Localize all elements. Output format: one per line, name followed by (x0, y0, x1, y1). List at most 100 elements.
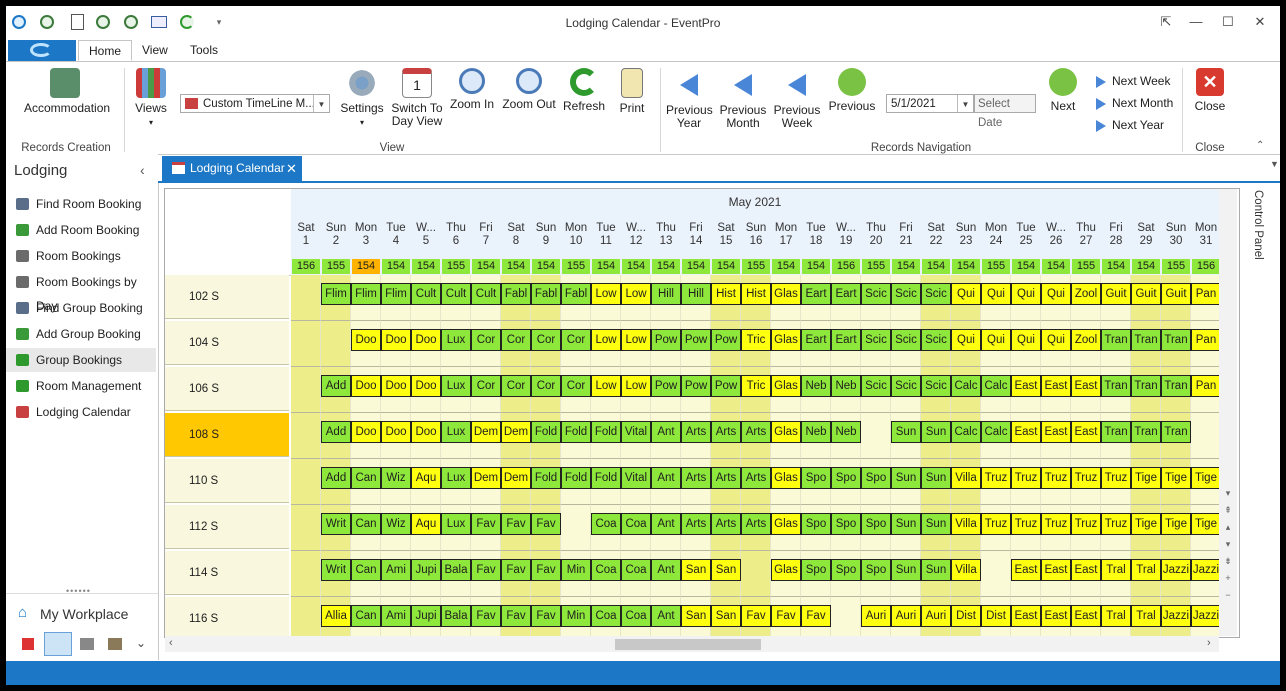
booking-block[interactable]: Cor (501, 329, 531, 351)
day-header[interactable]: Mon 31 (1191, 222, 1219, 248)
booking-block[interactable]: Low (621, 375, 651, 397)
booking-block[interactable]: Calc (981, 421, 1011, 443)
booking-block[interactable]: Doo (351, 329, 381, 351)
booking-block[interactable]: Hist (711, 283, 741, 305)
booking-block[interactable]: Calc (951, 421, 981, 443)
booking-block[interactable]: Eart (801, 283, 831, 305)
booking-block[interactable]: Sun (891, 513, 921, 535)
booking-block[interactable]: Sun (891, 559, 921, 581)
refresh-quick-icon[interactable] (178, 13, 196, 31)
booking-block[interactable]: Auri (921, 605, 951, 627)
sidebar-item-add-room-booking[interactable]: Add Room Booking (6, 218, 156, 242)
booking-block[interactable]: Neb (831, 421, 861, 443)
booking-block[interactable]: Truz (981, 513, 1011, 535)
booking-block[interactable]: Glas (771, 513, 801, 535)
booking-block[interactable]: Glas (771, 559, 801, 581)
booking-block[interactable]: Fold (531, 467, 561, 489)
booking-block[interactable]: Fold (531, 421, 561, 443)
booking-block[interactable]: Ant (651, 559, 681, 581)
sidebar-item-group-bookings[interactable]: Group Bookings (6, 348, 156, 372)
booking-block[interactable]: Calc (951, 375, 981, 397)
booking-block[interactable]: East (1071, 605, 1101, 627)
booking-block[interactable]: Hill (681, 283, 711, 305)
booking-block[interactable]: Ant (651, 605, 681, 627)
booking-block[interactable]: Auri (861, 605, 891, 627)
booking-block[interactable]: East (1041, 375, 1071, 397)
control-panel-tab[interactable]: Control Panel (1246, 188, 1268, 278)
booking-block[interactable]: Spo (831, 559, 861, 581)
day-header[interactable]: Tue 18 (801, 222, 831, 248)
close-button[interactable]: ✕ Close (1190, 68, 1230, 113)
switch-to-day-view-button[interactable]: 1 Switch To Day View (390, 68, 444, 128)
zoom-out-button[interactable]: Zoom Out (502, 68, 556, 111)
day-header[interactable]: Fri 7 (471, 222, 501, 248)
day-header[interactable]: W... 19 (831, 222, 861, 248)
booking-block[interactable]: Truz (1101, 467, 1131, 489)
booking-block[interactable]: Glas (771, 329, 801, 351)
booking-block[interactable]: East (1041, 559, 1071, 581)
day-header[interactable]: Thu 27 (1071, 222, 1101, 248)
booking-block[interactable]: Arts (741, 467, 771, 489)
booking-block[interactable]: Guit (1131, 283, 1161, 305)
room-label[interactable]: 106 S (165, 367, 289, 411)
day-header[interactable]: Sat 1 (291, 222, 321, 248)
booking-block[interactable]: Pan (1191, 283, 1219, 305)
application-menu-button[interactable] (8, 40, 76, 61)
booking-block[interactable]: Hist (741, 283, 771, 305)
booking-block[interactable]: Cult (441, 283, 471, 305)
horizontal-scrollbar[interactable]: ‹ › (165, 636, 1219, 652)
booking-block[interactable]: East (1041, 605, 1071, 627)
booking-block[interactable]: Cor (561, 329, 591, 351)
booking-block[interactable]: Eart (831, 329, 861, 351)
booking-block[interactable]: Dist (951, 605, 981, 627)
date-picker[interactable]: 5/1/2021 ▼ (886, 94, 974, 113)
booking-block[interactable]: Pan (1191, 375, 1219, 397)
booking-block[interactable]: Tran (1131, 329, 1161, 351)
booking-block[interactable]: Flim (381, 283, 411, 305)
booking-block[interactable]: Calc (981, 375, 1011, 397)
booking-block[interactable]: Sun (921, 467, 951, 489)
booking-block[interactable]: Fav (471, 559, 501, 581)
calendar-cell[interactable] (291, 551, 321, 597)
booking-block[interactable]: Doo (411, 375, 441, 397)
document-icon[interactable] (68, 13, 86, 31)
booking-block[interactable]: Arts (681, 421, 711, 443)
booking-block[interactable]: Tran (1101, 375, 1131, 397)
sidebar-item-find-group-booking[interactable]: Find Group Booking (6, 296, 156, 320)
booking-block[interactable]: Arts (681, 513, 711, 535)
booking-block[interactable]: Glas (771, 467, 801, 489)
booking-block[interactable]: Jazzi (1161, 605, 1191, 627)
vertical-scrollbar[interactable]: ▾ ⇞ ▴ ▾ ⇟ + − (1219, 189, 1237, 636)
booking-block[interactable]: Vital (621, 467, 651, 489)
day-header[interactable]: Mon 24 (981, 222, 1011, 248)
booking-block[interactable]: East (1071, 421, 1101, 443)
booking-block[interactable]: Tige (1191, 467, 1219, 489)
booking-block[interactable]: Truz (1041, 513, 1071, 535)
booking-block[interactable]: Sun (921, 559, 951, 581)
restore-ribbon-icon[interactable]: ⇱ (1160, 14, 1172, 29)
booking-block[interactable]: Doo (381, 329, 411, 351)
booking-block[interactable]: Truz (1071, 467, 1101, 489)
tab-tools[interactable]: Tools (190, 43, 219, 57)
previous-month-button[interactable]: Previous Month (718, 68, 768, 130)
day-header[interactable]: Sun 2 (321, 222, 351, 248)
booking-block[interactable]: Ant (651, 513, 681, 535)
tab-list-dropdown-icon[interactable]: ▼ (1270, 159, 1279, 169)
booking-block[interactable]: Jazzi (1191, 605, 1219, 627)
calendar-cell[interactable] (861, 413, 891, 459)
booking-block[interactable]: Tran (1101, 329, 1131, 351)
booking-block[interactable]: Fav (531, 605, 561, 627)
booking-block[interactable]: Guit (1161, 283, 1191, 305)
booking-block[interactable]: Dem (471, 467, 501, 489)
booking-block[interactable]: Coa (621, 559, 651, 581)
booking-block[interactable]: Fabl (531, 283, 561, 305)
booking-block[interactable]: Ant (651, 421, 681, 443)
refresh-button[interactable]: Refresh (562, 68, 606, 113)
booking-block[interactable]: Sun (921, 513, 951, 535)
booking-block[interactable]: Doo (351, 375, 381, 397)
horizontal-scroll-thumb[interactable] (615, 639, 761, 650)
booking-block[interactable]: Can (351, 467, 381, 489)
calendar-cell[interactable] (291, 505, 321, 551)
booking-block[interactable]: Auri (891, 605, 921, 627)
booking-block[interactable]: Scic (921, 329, 951, 351)
